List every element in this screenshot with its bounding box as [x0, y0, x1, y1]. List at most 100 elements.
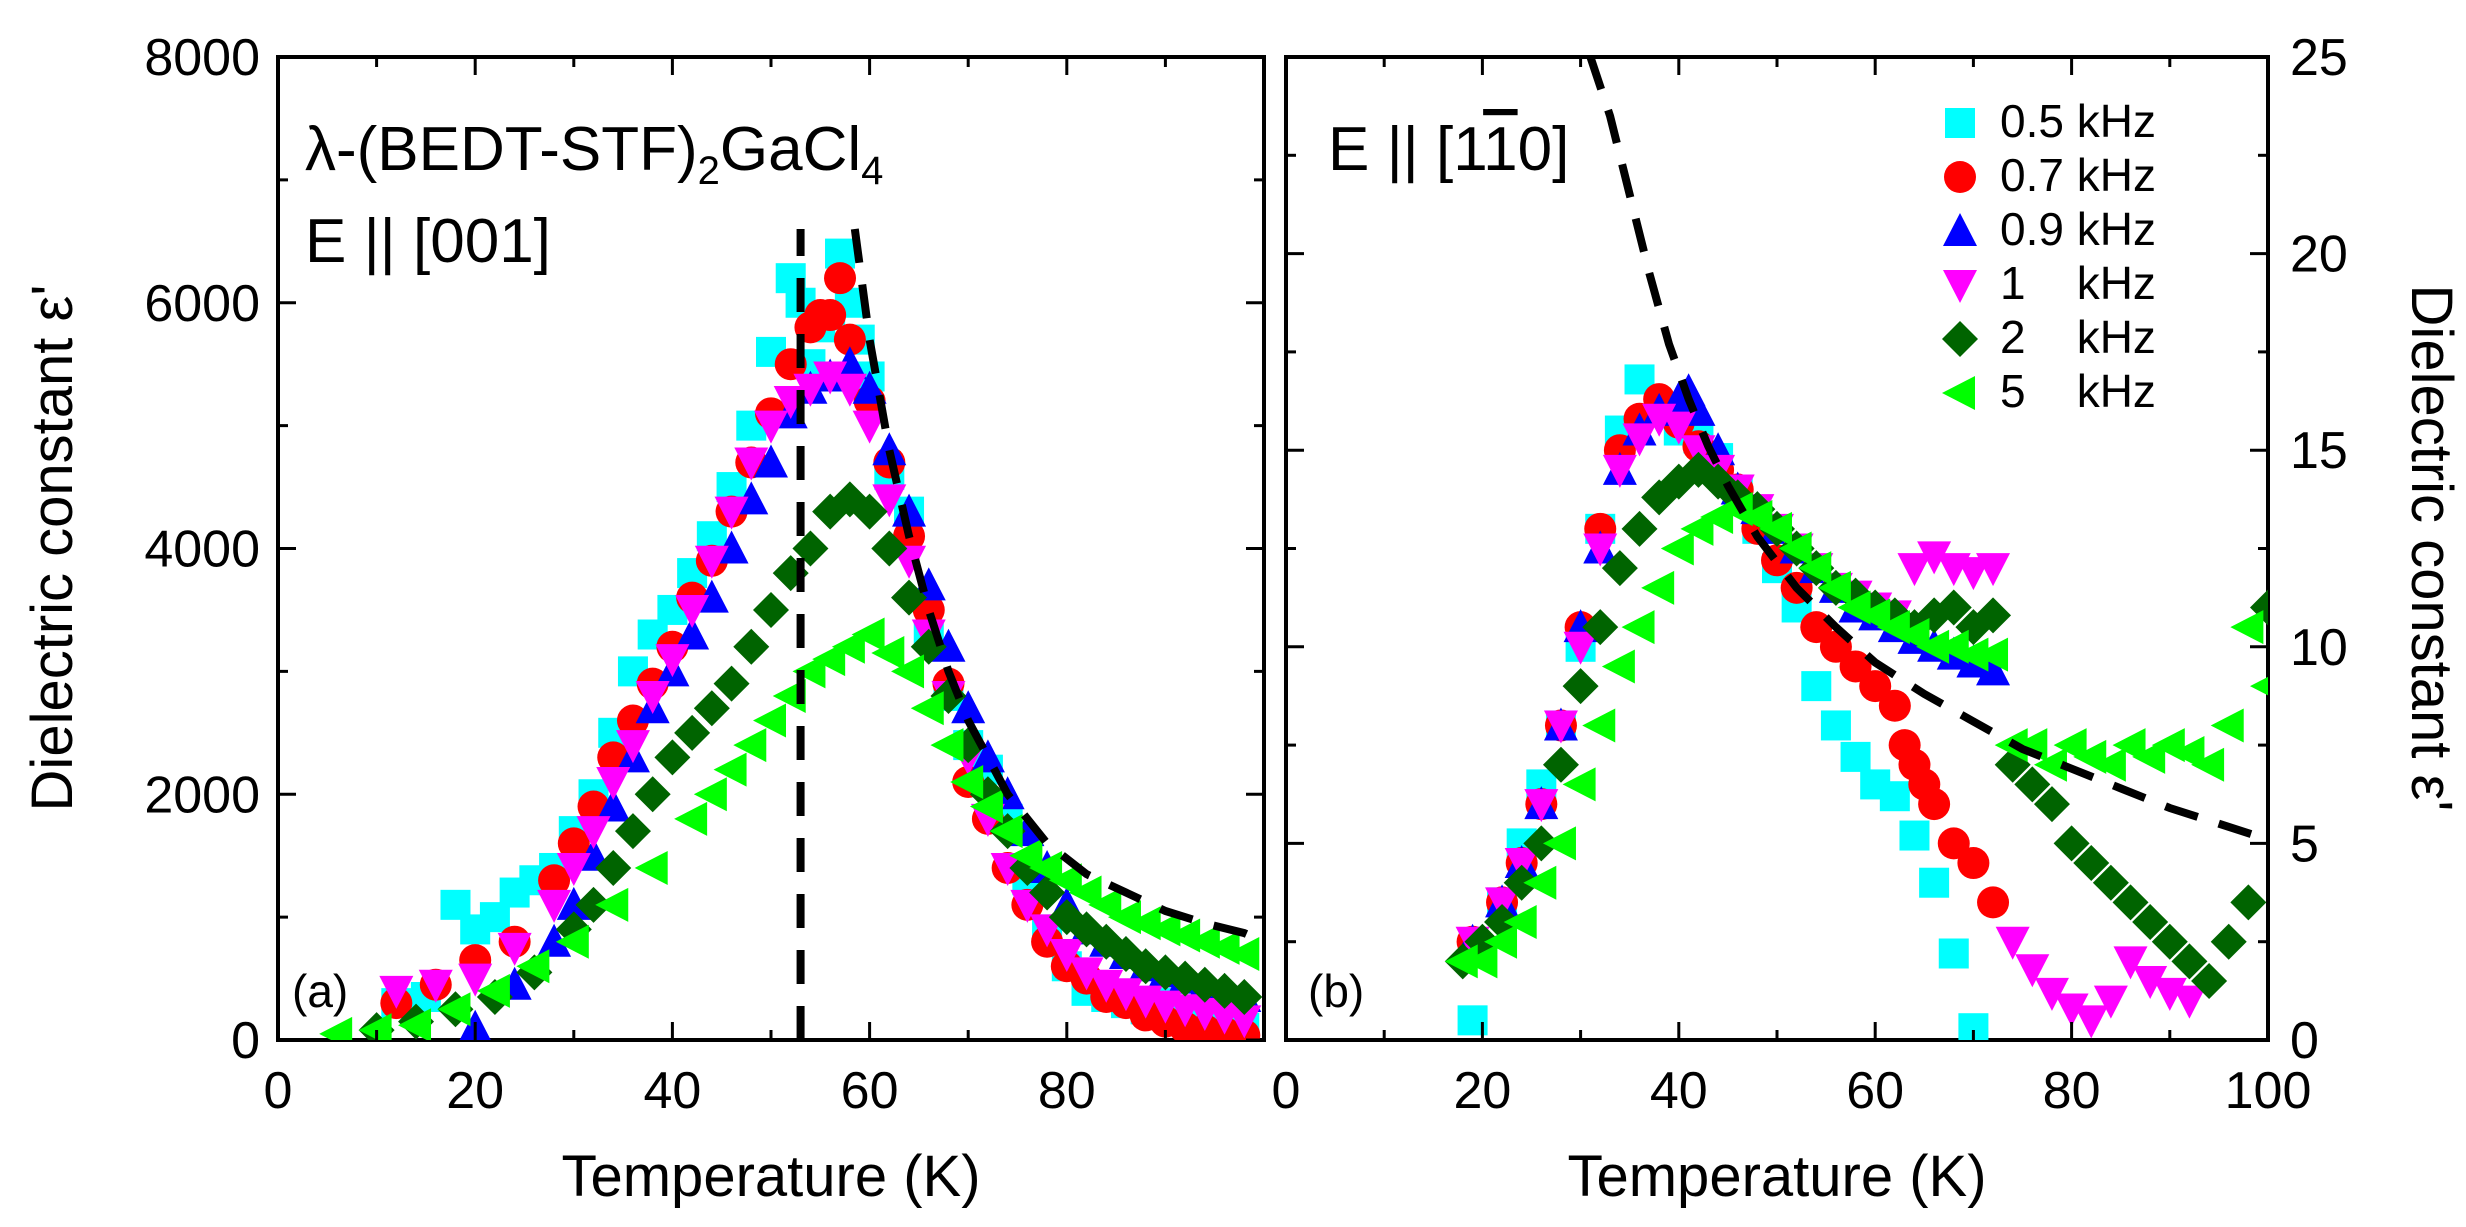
- data-point: [1859, 670, 1892, 703]
- data-point: [1582, 609, 1619, 646]
- y-tick-label: 0: [2290, 1012, 2319, 1070]
- data-point: [1621, 510, 1658, 547]
- data-point: [693, 690, 730, 727]
- data-point: [1601, 550, 1638, 587]
- data-point: [1523, 865, 1557, 900]
- panel-b-data: [1444, 57, 2268, 1040]
- data-point: [851, 617, 885, 652]
- data-point: [950, 764, 984, 799]
- data-point: [792, 654, 826, 689]
- panel-a-title-prefix: λ-(BEDT-STF): [305, 115, 698, 184]
- data-point: [1820, 710, 1851, 741]
- data-point: [458, 963, 493, 997]
- data-point: [871, 635, 905, 670]
- data-point: [1661, 411, 1696, 445]
- legend-label: 0.7 kHz: [2000, 149, 2156, 201]
- data-point: [824, 262, 857, 295]
- data-point: [537, 889, 572, 923]
- data-point: [1621, 610, 1655, 645]
- data-point: [2171, 943, 2208, 980]
- data-point: [1977, 886, 2010, 919]
- y-tick-label: 25: [2290, 29, 2348, 87]
- data-point: [634, 850, 668, 885]
- y-tick-label: 15: [2290, 422, 2348, 480]
- data-point: [930, 728, 964, 763]
- data-point: [1660, 531, 1694, 566]
- data-point: [2132, 904, 2169, 941]
- data-point: [2171, 735, 2205, 770]
- legend-marker: [1944, 161, 1976, 193]
- data-point: [1504, 848, 1539, 882]
- data-point: [1878, 689, 1911, 722]
- x-tick-label: 60: [841, 1062, 899, 1120]
- legend-entry: 5 kHz: [1942, 365, 2156, 417]
- legend-marker: [1942, 321, 1978, 357]
- data-point: [1916, 629, 1950, 664]
- data-point: [2093, 985, 2128, 1019]
- data-point: [792, 530, 829, 567]
- panel-a-data: [319, 228, 1264, 1040]
- fit-line: [1586, 57, 2268, 844]
- data-point: [1009, 838, 1043, 873]
- data-point: [2230, 884, 2267, 921]
- y-tick-label: 0: [231, 1012, 260, 1070]
- data-point: [1975, 597, 2012, 634]
- data-point: [1957, 847, 1990, 880]
- data-point: [1542, 826, 1576, 861]
- data-point: [2014, 766, 2051, 803]
- data-point: [1976, 553, 2011, 587]
- panel-b-marks: [1444, 57, 2268, 1040]
- data-point: [557, 827, 590, 860]
- data-point: [379, 975, 414, 1009]
- data-point: [595, 849, 632, 886]
- legend-entry: 0.9 kHz: [1943, 203, 2156, 255]
- data-point: [693, 777, 727, 812]
- data-point: [1029, 850, 1063, 885]
- data-point: [1049, 938, 1084, 972]
- data-point: [989, 814, 1023, 849]
- data-point: [398, 1008, 432, 1040]
- panel-a-marks: [319, 228, 1264, 1040]
- legend-label: 0.5 kHz: [2000, 95, 2156, 147]
- x-tick-label: 40: [643, 1062, 701, 1120]
- data-point: [852, 410, 887, 444]
- data-point: [1739, 500, 1773, 535]
- data-point: [1935, 589, 1972, 626]
- y-tick-label: 2000: [144, 766, 260, 824]
- data-point: [1048, 863, 1082, 898]
- legend-entry: 1 kHz: [1943, 257, 2156, 309]
- data-point: [556, 852, 591, 886]
- panel-a-label: (a): [292, 965, 348, 1017]
- series-1-kHz: [379, 361, 1262, 1039]
- panel-b-annot-suffix: 0]: [1518, 115, 1570, 184]
- data-point: [555, 924, 589, 959]
- data-point: [2210, 923, 2247, 960]
- data-point: [1601, 649, 1635, 684]
- x-tick-label: 80: [1038, 1062, 1096, 1120]
- panel-b-ylabel: Dielectric constant ε': [2399, 285, 2464, 812]
- panel-a-title-sub: 2: [698, 149, 720, 193]
- data-point: [615, 730, 650, 764]
- data-point: [655, 644, 690, 678]
- panel-b-xlabel: Temperature (K): [1567, 1144, 1986, 1209]
- data-point: [2191, 963, 2228, 1000]
- data-point: [1919, 867, 1950, 898]
- data-point: [476, 973, 510, 1008]
- data-point: [872, 484, 907, 518]
- data-point: [654, 739, 691, 776]
- legend-marker: [1943, 270, 1977, 303]
- data-point: [1069, 957, 1104, 991]
- data-point: [2034, 977, 2069, 1011]
- data-point: [1444, 944, 1478, 979]
- data-point: [891, 579, 928, 616]
- data-point: [1523, 825, 1560, 862]
- data-point: [1680, 511, 1714, 546]
- panel-a-xlabel: Temperature (K): [561, 1144, 980, 1209]
- data-point: [1801, 671, 1832, 702]
- y-tick-label: 20: [2290, 226, 2348, 284]
- data-point: [1542, 746, 1579, 783]
- data-point: [2151, 923, 2188, 960]
- data-point: [1088, 887, 1122, 922]
- y-tick-label: 8000: [144, 29, 260, 87]
